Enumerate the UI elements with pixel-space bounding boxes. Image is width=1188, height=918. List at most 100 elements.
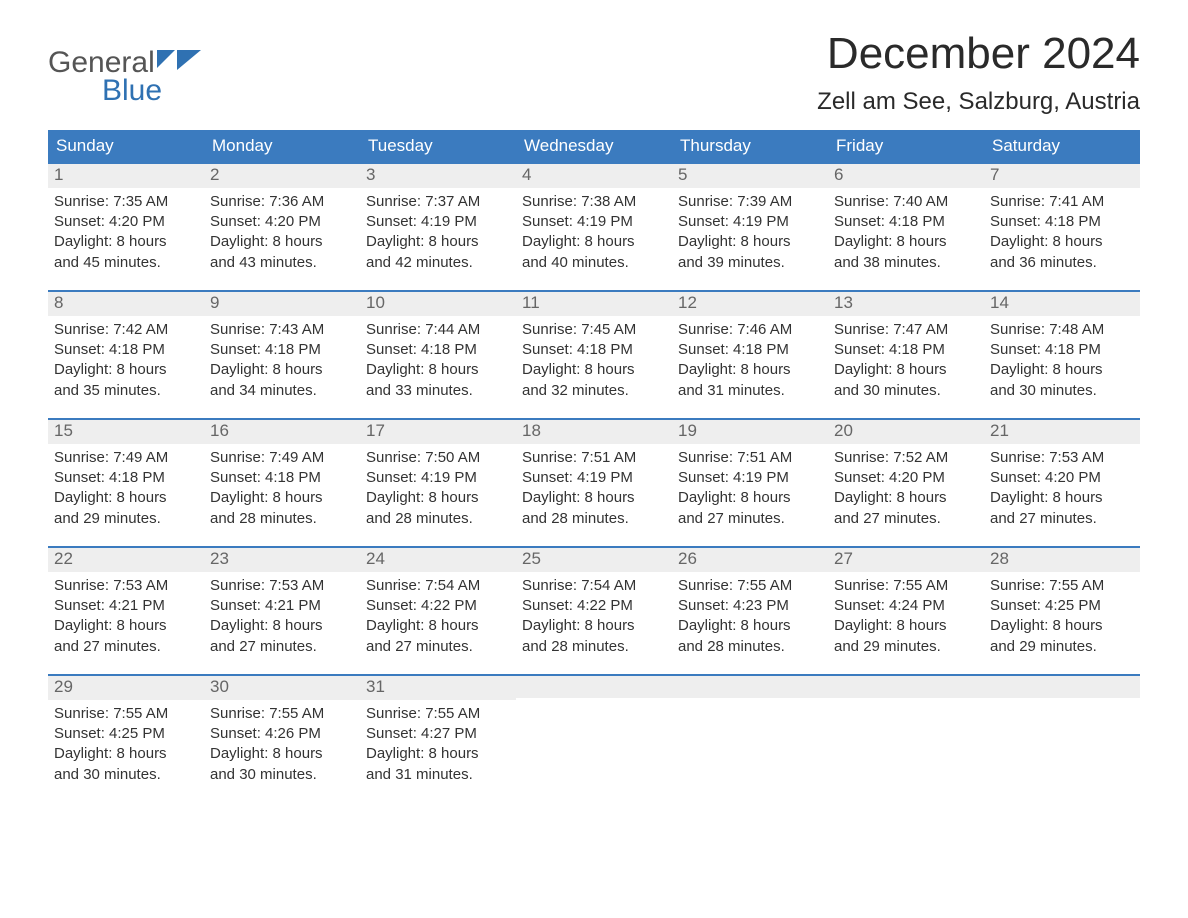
day-number: 6 [828,164,984,187]
sunrise-text: Sunrise: 7:46 AM [678,320,822,340]
sunrise-text: Sunrise: 7:39 AM [678,192,822,212]
day-cell: 7Sunrise: 7:41 AMSunset: 4:18 PMDaylight… [984,164,1140,290]
month-title: December 2024 [817,30,1140,78]
dow-cell: Saturday [984,130,1140,162]
sunset-text: Sunset: 4:18 PM [990,212,1134,232]
daylight-text-1: Daylight: 8 hours [678,488,822,508]
daylight-text-2: and 27 minutes. [990,509,1134,529]
day-number: 18 [516,420,672,443]
sunset-text: Sunset: 4:18 PM [522,340,666,360]
sunrise-text: Sunrise: 7:54 AM [522,576,666,596]
location-subtitle: Zell am See, Salzburg, Austria [817,88,1140,116]
daylight-text-2: and 27 minutes. [678,509,822,529]
day-cell [516,676,672,802]
sunrise-text: Sunrise: 7:41 AM [990,192,1134,212]
daylight-text-1: Daylight: 8 hours [54,232,198,252]
day-body: Sunrise: 7:55 AMSunset: 4:24 PMDaylight:… [828,572,984,669]
day-body: Sunrise: 7:45 AMSunset: 4:18 PMDaylight:… [516,316,672,413]
sunset-text: Sunset: 4:20 PM [210,212,354,232]
day-cell: 24Sunrise: 7:54 AMSunset: 4:22 PMDayligh… [360,548,516,674]
sunrise-text: Sunrise: 7:52 AM [834,448,978,468]
daylight-text-2: and 30 minutes. [834,381,978,401]
day-number: 2 [204,164,360,187]
day-cell: 12Sunrise: 7:46 AMSunset: 4:18 PMDayligh… [672,292,828,418]
day-number [828,676,984,698]
day-body: Sunrise: 7:51 AMSunset: 4:19 PMDaylight:… [672,444,828,541]
day-body [984,698,1140,714]
sunrise-text: Sunrise: 7:40 AM [834,192,978,212]
daylight-text-2: and 31 minutes. [678,381,822,401]
sunset-text: Sunset: 4:19 PM [366,212,510,232]
daylight-text-2: and 28 minutes. [366,509,510,529]
day-body [516,698,672,714]
calendar-page: General Blue December 2024 Zell am See, … [0,0,1188,918]
day-cell: 14Sunrise: 7:48 AMSunset: 4:18 PMDayligh… [984,292,1140,418]
day-cell: 23Sunrise: 7:53 AMSunset: 4:21 PMDayligh… [204,548,360,674]
sunrise-text: Sunrise: 7:35 AM [54,192,198,212]
dow-cell: Thursday [672,130,828,162]
daylight-text-1: Daylight: 8 hours [210,360,354,380]
day-number: 17 [360,420,516,443]
day-number: 8 [48,292,204,315]
day-body: Sunrise: 7:53 AMSunset: 4:21 PMDaylight:… [48,572,204,669]
sunset-text: Sunset: 4:22 PM [522,596,666,616]
sunrise-text: Sunrise: 7:43 AM [210,320,354,340]
day-body: Sunrise: 7:49 AMSunset: 4:18 PMDaylight:… [48,444,204,541]
day-cell: 17Sunrise: 7:50 AMSunset: 4:19 PMDayligh… [360,420,516,546]
day-number: 12 [672,292,828,315]
daylight-text-2: and 29 minutes. [54,509,198,529]
day-number: 15 [48,420,204,443]
day-body: Sunrise: 7:41 AMSunset: 4:18 PMDaylight:… [984,188,1140,285]
day-body: Sunrise: 7:46 AMSunset: 4:18 PMDaylight:… [672,316,828,413]
day-cell [672,676,828,802]
sunset-text: Sunset: 4:18 PM [990,340,1134,360]
day-number [984,676,1140,698]
daylight-text-2: and 34 minutes. [210,381,354,401]
day-cell: 27Sunrise: 7:55 AMSunset: 4:24 PMDayligh… [828,548,984,674]
day-body: Sunrise: 7:54 AMSunset: 4:22 PMDaylight:… [516,572,672,669]
daylight-text-1: Daylight: 8 hours [522,616,666,636]
day-body: Sunrise: 7:53 AMSunset: 4:21 PMDaylight:… [204,572,360,669]
day-number: 4 [516,164,672,187]
sunrise-text: Sunrise: 7:49 AM [54,448,198,468]
day-cell: 4Sunrise: 7:38 AMSunset: 4:19 PMDaylight… [516,164,672,290]
day-body: Sunrise: 7:55 AMSunset: 4:27 PMDaylight:… [360,700,516,797]
daylight-text-2: and 28 minutes. [210,509,354,529]
daylight-text-1: Daylight: 8 hours [990,488,1134,508]
daylight-text-1: Daylight: 8 hours [54,744,198,764]
daylight-text-1: Daylight: 8 hours [834,360,978,380]
day-cell: 1Sunrise: 7:35 AMSunset: 4:20 PMDaylight… [48,164,204,290]
daylight-text-1: Daylight: 8 hours [210,744,354,764]
sunset-text: Sunset: 4:25 PM [54,724,198,744]
day-number: 13 [828,292,984,315]
day-cell: 28Sunrise: 7:55 AMSunset: 4:25 PMDayligh… [984,548,1140,674]
sunrise-text: Sunrise: 7:55 AM [366,704,510,724]
day-number: 31 [360,676,516,699]
day-body: Sunrise: 7:55 AMSunset: 4:26 PMDaylight:… [204,700,360,797]
daylight-text-2: and 36 minutes. [990,253,1134,273]
daylight-text-2: and 43 minutes. [210,253,354,273]
sunset-text: Sunset: 4:25 PM [990,596,1134,616]
sunset-text: Sunset: 4:23 PM [678,596,822,616]
sunset-text: Sunset: 4:19 PM [678,212,822,232]
day-number: 16 [204,420,360,443]
daylight-text-1: Daylight: 8 hours [366,360,510,380]
day-cell: 20Sunrise: 7:52 AMSunset: 4:20 PMDayligh… [828,420,984,546]
logo-word-2: Blue [102,76,203,106]
daylight-text-2: and 40 minutes. [522,253,666,273]
daylight-text-2: and 33 minutes. [366,381,510,401]
day-cell: 19Sunrise: 7:51 AMSunset: 4:19 PMDayligh… [672,420,828,546]
day-cell: 10Sunrise: 7:44 AMSunset: 4:18 PMDayligh… [360,292,516,418]
day-number: 28 [984,548,1140,571]
sunrise-text: Sunrise: 7:50 AM [366,448,510,468]
sunrise-text: Sunrise: 7:47 AM [834,320,978,340]
day-number: 29 [48,676,204,699]
sunrise-text: Sunrise: 7:45 AM [522,320,666,340]
daylight-text-2: and 30 minutes. [990,381,1134,401]
week-row: 1 Sunrise: 7:35 AM Sunset: 4:20 PM Daylight… [48,162,1140,290]
day-number: 1 [48,164,204,187]
sunrise-text: Sunrise: 7:55 AM [210,704,354,724]
daylight-text-1: Daylight: 8 hours [366,488,510,508]
day-body [828,698,984,714]
daylight-text-2: and 27 minutes. [834,509,978,529]
